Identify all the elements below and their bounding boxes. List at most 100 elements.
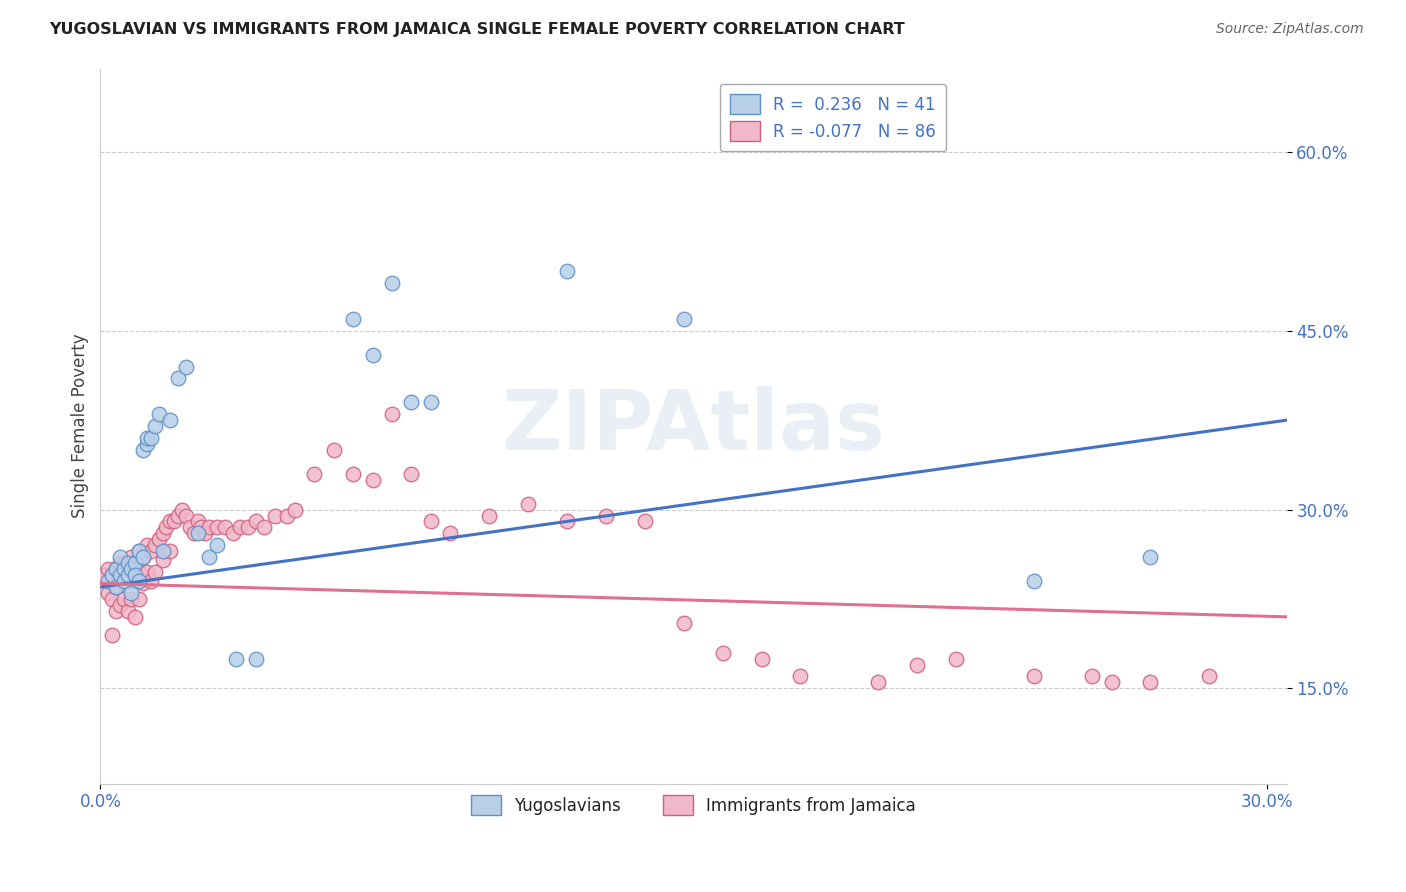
Point — [128, 544, 150, 558]
Point — [1101, 675, 1123, 690]
Point — [136, 431, 159, 445]
Point — [167, 371, 190, 385]
Point — [124, 556, 146, 570]
Point — [143, 538, 166, 552]
Point — [121, 550, 143, 565]
Point — [174, 359, 197, 374]
Point — [214, 520, 236, 534]
Point — [148, 407, 170, 421]
Point — [264, 508, 287, 523]
Point — [170, 502, 193, 516]
Point — [1022, 669, 1045, 683]
Point — [167, 508, 190, 523]
Point — [101, 568, 124, 582]
Point — [117, 556, 139, 570]
Point — [1139, 675, 1161, 690]
Point — [159, 413, 181, 427]
Point — [101, 591, 124, 606]
Point — [117, 556, 139, 570]
Point — [276, 508, 298, 523]
Point — [478, 508, 501, 523]
Point — [104, 562, 127, 576]
Text: Source: ZipAtlas.com: Source: ZipAtlas.com — [1216, 22, 1364, 37]
Point — [104, 580, 127, 594]
Point — [132, 576, 155, 591]
Point — [229, 520, 252, 534]
Point — [672, 615, 695, 630]
Point — [132, 550, 155, 565]
Point — [152, 544, 174, 558]
Point — [322, 442, 344, 457]
Point — [555, 264, 578, 278]
Point — [179, 520, 201, 534]
Point — [1081, 669, 1104, 683]
Point — [253, 520, 276, 534]
Point — [136, 565, 159, 579]
Point — [104, 604, 127, 618]
Point — [789, 669, 811, 683]
Point — [225, 651, 247, 665]
Point — [117, 574, 139, 588]
Point — [1198, 669, 1220, 683]
Point — [128, 574, 150, 588]
Point — [190, 520, 212, 534]
Point — [124, 574, 146, 588]
Point — [136, 538, 159, 552]
Point — [905, 657, 928, 672]
Point — [112, 556, 135, 570]
Point — [672, 311, 695, 326]
Point — [236, 520, 259, 534]
Point — [159, 544, 181, 558]
Point — [121, 586, 143, 600]
Point — [401, 467, 423, 481]
Point — [101, 568, 124, 582]
Point — [101, 628, 124, 642]
Point — [112, 591, 135, 606]
Point — [245, 651, 267, 665]
Point — [143, 419, 166, 434]
Point — [148, 533, 170, 547]
Point — [112, 568, 135, 582]
Point — [868, 675, 890, 690]
Point — [198, 520, 221, 534]
Point — [634, 515, 657, 529]
Legend: Yugoslavians, Immigrants from Jamaica: Yugoslavians, Immigrants from Jamaica — [461, 785, 927, 825]
Point — [420, 515, 443, 529]
Point — [104, 562, 127, 576]
Point — [361, 348, 384, 362]
Point — [104, 580, 127, 594]
Point — [112, 562, 135, 576]
Point — [159, 515, 181, 529]
Point — [132, 442, 155, 457]
Point — [128, 565, 150, 579]
Point — [117, 604, 139, 618]
Point — [108, 598, 131, 612]
Point — [143, 565, 166, 579]
Point — [205, 538, 228, 552]
Point — [139, 431, 162, 445]
Point — [139, 544, 162, 558]
Point — [221, 526, 243, 541]
Text: ZIPAtlas: ZIPAtlas — [502, 385, 886, 467]
Point — [108, 556, 131, 570]
Text: YUGOSLAVIAN VS IMMIGRANTS FROM JAMAICA SINGLE FEMALE POVERTY CORRELATION CHART: YUGOSLAVIAN VS IMMIGRANTS FROM JAMAICA S… — [49, 22, 905, 37]
Point — [128, 544, 150, 558]
Point — [97, 586, 120, 600]
Point — [124, 556, 146, 570]
Point — [439, 526, 461, 541]
Point — [183, 526, 205, 541]
Point — [152, 552, 174, 566]
Point — [517, 497, 540, 511]
Point — [139, 574, 162, 588]
Point — [121, 568, 143, 582]
Point — [381, 276, 404, 290]
Point — [595, 508, 617, 523]
Point — [945, 651, 967, 665]
Point — [136, 437, 159, 451]
Point — [342, 467, 364, 481]
Point — [245, 515, 267, 529]
Point — [304, 467, 326, 481]
Point — [205, 520, 228, 534]
Point — [163, 515, 186, 529]
Point — [187, 526, 209, 541]
